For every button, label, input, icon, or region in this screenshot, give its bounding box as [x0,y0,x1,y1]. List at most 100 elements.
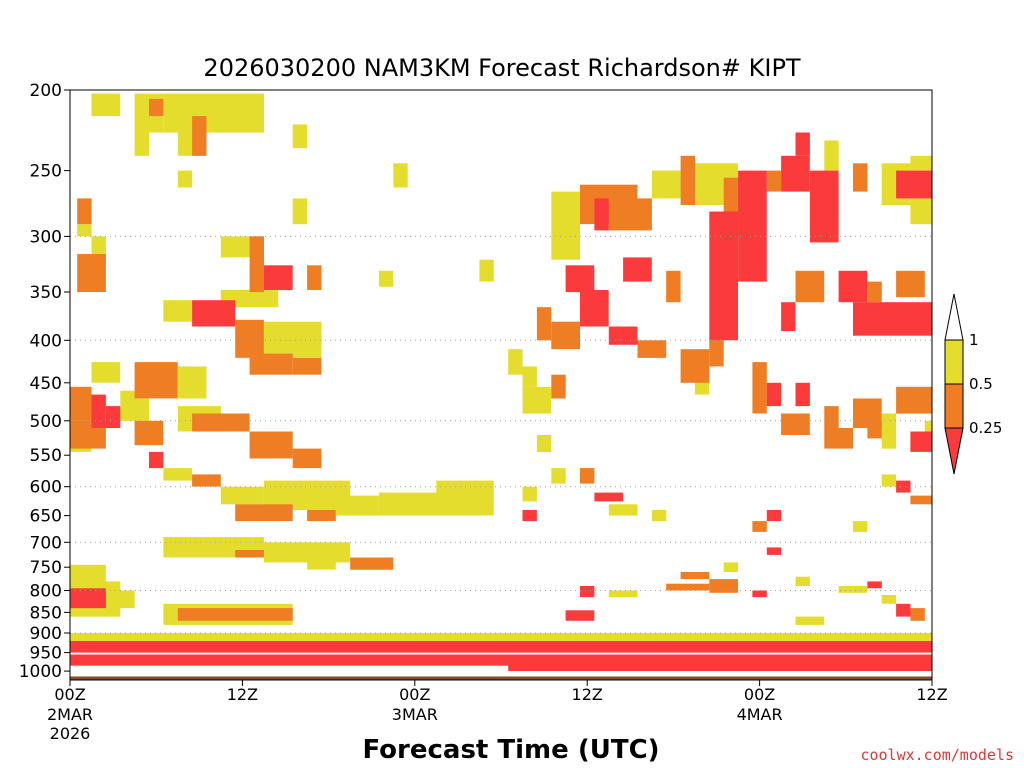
heatmap-cell [522,486,537,502]
heatmap-cell [896,603,911,617]
heatmap-cell [766,547,782,555]
legend-arrow-top [944,293,964,341]
heatmap-cell [264,321,322,358]
heatmap-cell [910,431,932,452]
heatmap-cell [651,510,667,522]
heatmap-cell [91,394,106,428]
heatmap-cell [551,321,580,350]
heatmap-cell [680,155,695,205]
heatmap-cell [623,257,652,282]
legend-swatch-orange [944,383,964,429]
heatmap-cell [307,265,322,290]
ground-surface [70,676,932,680]
y-tick-label: 350 [30,283,62,303]
y-tick-label: 1000 [19,662,62,682]
heatmap-cell [292,198,308,225]
heatmap-cell [881,474,897,487]
heatmap-cell [522,510,537,522]
heatmap-cell [824,406,839,428]
x-tick-label: 00Z [744,685,775,704]
heatmap-cell [580,290,609,327]
heatmap-cell [134,362,178,399]
heatmap-cell [853,302,932,336]
x-tick-label: 12Z [916,685,947,704]
heatmap-cell [249,353,293,375]
heatmap-cell [335,495,379,516]
heatmap-cell [70,588,106,609]
heatmap-cell [924,420,932,439]
heatmap-cell [220,486,264,505]
color-legend: 1 0.5 0.25 [944,293,1002,475]
x-tick-year: 2026 [50,724,91,743]
heatmap-cell [881,595,897,604]
heatmap-cell [580,468,595,484]
heatmap-cell [795,132,810,156]
heatmap-cell [781,155,810,192]
heatmap-cell [436,480,494,499]
heatmap-cell [666,583,710,591]
heatmap-cell [264,542,351,563]
plot-frame [69,89,933,681]
legend-swatch-yellow [944,339,964,385]
y-tick-label: 450 [30,374,62,394]
y-tick-label: 500 [30,412,62,432]
heatmap-cell [192,116,207,156]
y-tick-label: 950 [30,644,62,664]
heatmap-cell [781,302,796,332]
heatmap-cell [838,586,868,593]
heatmap-cell [192,474,221,487]
heatmap-cell [177,170,193,188]
heatmap-cell [264,265,293,290]
heatmap-cell [163,93,264,133]
legend-label: 1 [969,331,979,349]
heatmap-cell [77,224,92,237]
heatmap-cell [536,435,552,452]
heatmap-cell [881,413,897,449]
ground-layer [70,676,932,680]
heatmap-cell [752,590,767,598]
heatmap-cell [105,406,121,428]
y-tick-label: 600 [30,478,62,498]
heatmap-cell [752,362,767,414]
x-tick-date: 3MAR [392,705,438,724]
heatmap-cell [824,428,853,449]
heatmap-cell [766,382,782,407]
x-tick-label: 00Z [399,685,430,704]
heatmap-cell [393,163,408,188]
legend-label: 0.5 [969,375,993,393]
heatmap-cell [594,492,624,502]
heatmap-cell [824,140,839,171]
heatmap-cell [522,366,537,387]
heatmap-cell [192,300,236,327]
heatmap-cell [795,616,825,625]
x-tick-label: 12Z [227,685,258,704]
y-axis: 200 250 300 350 400 450 500 550 600 650 700 750 8008… [19,81,70,682]
heatmap-cell [838,270,868,303]
heatmap-cell [235,550,264,558]
y-tick-label: 800 [30,582,62,602]
heatmap-cell [177,608,293,621]
heatmap-cell [608,590,638,598]
heatmap-cell [536,307,552,341]
heatmap-cell [594,198,609,231]
heatmap-cell [149,98,164,117]
heatmap-cell [70,564,106,586]
heatmap-cell [709,579,738,593]
heatmap-cell [292,357,322,375]
heatmap-cell [680,349,710,383]
heatmap-cell [479,259,494,282]
heatmap-cell [565,654,796,668]
heatmap-cell [192,413,250,432]
heatmap-cell [781,413,810,435]
legend-label: 0.25 [969,419,1002,437]
heatmap-cell [551,374,566,399]
heatmap-cell [709,211,738,341]
x-tick-label: 12Z [572,685,603,704]
heatmap-cell [551,468,566,484]
heatmap-cell [723,562,739,572]
y-tick-label: 750 [30,558,62,578]
heatmap-cell [637,340,667,358]
heatmap-cell [738,170,767,282]
heatmap-cell [350,557,394,570]
heatmap-cell [608,504,638,516]
